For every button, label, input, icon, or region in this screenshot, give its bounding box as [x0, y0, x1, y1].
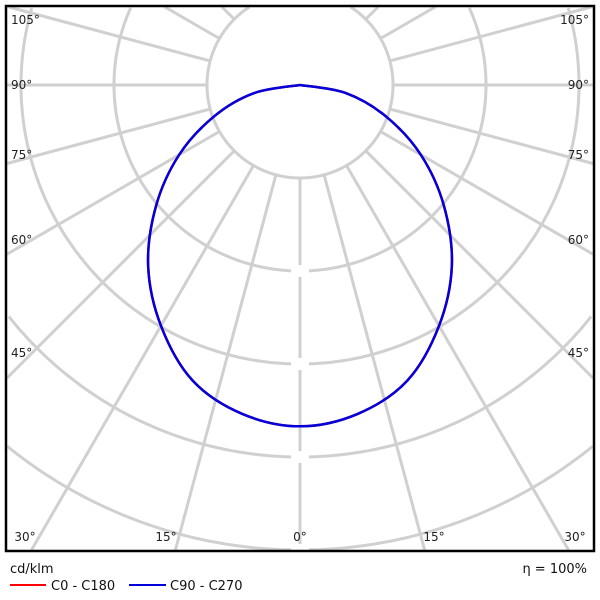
angle-label-left: 75°	[11, 148, 32, 162]
angle-label-right: 75°	[568, 148, 589, 162]
angle-label-right: 45°	[568, 346, 589, 360]
grid-spoke	[164, 5, 221, 40]
grid-ring	[112, 7, 488, 273]
grid-spoke	[379, 130, 594, 256]
curve-c90-c270	[146, 83, 454, 428]
efficiency-label: η = 100%	[522, 562, 587, 577]
angle-label-right: 15°	[423, 530, 444, 544]
grid-spoke	[389, 107, 594, 165]
grid-spoke	[389, 5, 592, 63]
chart-frame	[4, 4, 596, 553]
legend-label-c0: C0 - C180	[51, 579, 115, 594]
grid-spoke	[6, 130, 221, 256]
grid-spoke	[6, 107, 211, 165]
grid-ring	[205, 5, 395, 180]
grid-spoke	[379, 5, 436, 40]
angle-label-left: 60°	[11, 233, 32, 247]
grid-spoke	[220, 5, 236, 21]
angle-label-left: 15°	[155, 530, 176, 544]
grid-spoke	[5, 149, 236, 380]
curves	[146, 83, 454, 428]
grid-spoke	[322, 174, 427, 551]
grid-spoke	[364, 5, 380, 21]
angle-label-center: 0°	[293, 530, 307, 544]
angle-label-left: 45°	[11, 346, 32, 360]
angle-label-right: 30°	[564, 530, 585, 544]
angle-label-right: 60°	[568, 233, 589, 247]
grid-spoke	[8, 5, 211, 63]
grid-spoke	[364, 149, 595, 380]
angle-label-left: 105°	[11, 13, 40, 27]
angle-label-left: 90°	[11, 78, 32, 92]
angle-label-right: 105°	[560, 13, 589, 27]
unit-label: cd/klm	[10, 562, 54, 577]
ring-gap	[291, 269, 309, 273]
ring-gap	[291, 362, 309, 366]
ring-gap	[291, 455, 309, 459]
angle-label-left: 30°	[14, 530, 35, 544]
grid-spoke	[30, 164, 255, 551]
grid-spoke	[345, 164, 570, 551]
grid-ring	[19, 7, 581, 366]
grid-spoke	[173, 174, 278, 551]
legend-label-c90: C90 - C270	[170, 579, 242, 594]
angle-label-right: 90°	[568, 78, 589, 92]
polar-grid	[5, 5, 595, 556]
